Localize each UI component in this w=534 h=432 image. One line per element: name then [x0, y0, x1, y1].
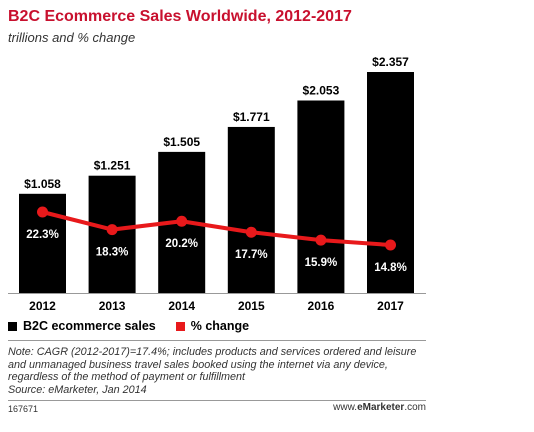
bar-value-label: $1.771	[233, 110, 270, 124]
x-tick-label: 2016	[308, 299, 335, 313]
bar-value-label: $1.505	[163, 135, 200, 149]
brand-prefix: www.	[333, 402, 358, 413]
x-tick-label: 2012	[29, 299, 56, 313]
legend-swatch-line	[175, 321, 185, 331]
bar-2017	[367, 72, 414, 293]
pct-change-point	[385, 239, 396, 251]
bar-2015	[227, 126, 275, 293]
pct-change-label: 20.2%	[165, 238, 198, 250]
footer-divider	[8, 400, 426, 401]
x-tick-label: 2015	[238, 299, 265, 313]
bar-value-label: $1.251	[94, 159, 131, 173]
legend-divider	[8, 340, 426, 341]
brand-suffix: .com	[404, 402, 426, 413]
bar-value-label: $1.058	[24, 177, 61, 191]
pct-change-point	[37, 206, 48, 218]
chart-id: 167671	[8, 404, 39, 414]
pct-change-point	[106, 224, 118, 236]
source-text: Source: eMarketer, Jan 2014	[8, 383, 147, 396]
pct-change-label: 22.3%	[26, 229, 59, 241]
bar-value-label: $2.053	[303, 84, 340, 98]
chart-subtitle: trillions and % change	[8, 30, 136, 45]
pct-change-label: 15.9%	[305, 257, 338, 269]
legend-item-line: % change	[175, 319, 250, 333]
bar-value-label: $2.357	[372, 55, 409, 69]
bar-2016	[297, 100, 345, 293]
chart-legend: B2C ecommerce sales % change	[8, 319, 269, 333]
pct-change-label: 17.7%	[235, 249, 268, 261]
brand-url: www.eMarketer.com	[316, 402, 426, 413]
footnote: Note: CAGR (2012-2017)=17.4%; includes p…	[8, 346, 428, 396]
chart-plot: $1.058 2012 $1.251 2013 $1.505 2014 $1.771 2015…	[8, 55, 426, 313]
pct-change-point	[315, 234, 327, 246]
pct-change-label: 14.8%	[374, 262, 407, 274]
pct-change-point	[176, 215, 188, 227]
note-text: Note: CAGR (2012-2017)=17.4%; includes p…	[8, 346, 417, 383]
chart-title: B2C Ecommerce Sales Worldwide, 2012-2017	[8, 8, 352, 25]
pct-change-point	[245, 226, 257, 238]
legend-label-bar: B2C ecommerce sales	[23, 319, 156, 333]
legend-label-line: % change	[190, 319, 250, 333]
x-tick-label: 2017	[377, 299, 404, 313]
x-tick-label: 2014	[168, 299, 195, 313]
legend-swatch-bar	[8, 321, 17, 331]
brand-name: eMarketer	[357, 402, 405, 413]
legend-item-bar: B2C ecommerce sales	[8, 319, 156, 333]
pct-change-label: 18.3%	[96, 247, 129, 259]
pct-change-line	[42, 210, 391, 247]
x-tick-label: 2013	[99, 299, 126, 313]
